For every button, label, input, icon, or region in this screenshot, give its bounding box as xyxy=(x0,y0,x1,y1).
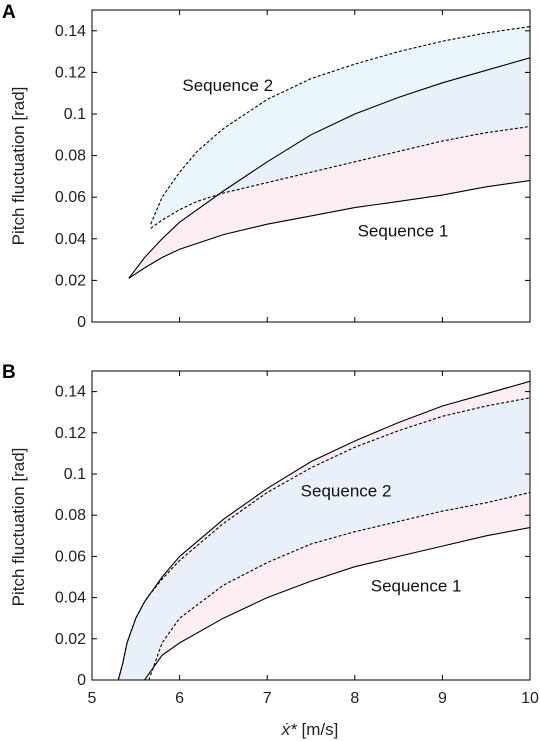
y-tick-label: 0.06 xyxy=(55,189,86,206)
annotations-b: Sequence 2 Sequence 1 xyxy=(301,482,462,596)
axis-ticks-b: 0 0.02 0.04 0.06 0.08 0.1 0.12 0.14 5 6 7 8 9 10 xyxy=(55,371,539,707)
y-tick-label: 0.14 xyxy=(55,384,86,401)
y-tick-label: 0.1 xyxy=(64,106,86,123)
series-annotation: Sequence 2 xyxy=(182,76,273,95)
x-tick-label: 10 xyxy=(521,690,539,707)
x-tick-label: 7 xyxy=(263,690,272,707)
x-tick-label: 5 xyxy=(88,690,97,707)
y-tick-label: 0.14 xyxy=(55,23,86,40)
y-tick-label: 0.12 xyxy=(55,64,86,81)
x-axis-symbol: ẋ* xyxy=(281,720,299,739)
x-axis-units: [m/s] xyxy=(297,720,339,739)
panel-a: A Pitch fluctuation [rad] 00.020.040.060… xyxy=(2,2,531,331)
upper-line-series-2 xyxy=(150,26,530,225)
y-tick-label: 0.02 xyxy=(55,272,86,289)
upper-line-series-1 xyxy=(128,57,530,279)
area-fills-a xyxy=(128,26,530,279)
series-annotation: Sequence 1 xyxy=(358,222,449,241)
y-tick-label: 0.1 xyxy=(64,466,86,483)
y-axis-label-b: Pitch fluctuation [rad] xyxy=(9,448,28,607)
y-tick-label: 0.04 xyxy=(55,590,86,607)
series-lines-a xyxy=(128,26,530,279)
y-tick-label: 0 xyxy=(77,314,86,331)
series-lines-b xyxy=(117,380,530,680)
x-axis-label: ẋ* [m/s] xyxy=(281,720,339,739)
upper-line-series-2 xyxy=(117,397,530,680)
lower-line-series-1 xyxy=(144,527,530,680)
panel-label-a: A xyxy=(2,2,16,23)
y-axis-label-a: Pitch fluctuation [rad] xyxy=(9,87,28,246)
band-fill-2 xyxy=(118,397,530,680)
y-tick-label: 0.12 xyxy=(55,425,86,442)
y-tick-label: 0.06 xyxy=(55,548,86,565)
series-annotation: Sequence 2 xyxy=(301,482,392,501)
y-tick-label: 0.08 xyxy=(55,507,86,524)
panel-label-b: B xyxy=(2,362,16,383)
y-tick-label: 0.08 xyxy=(55,148,86,165)
area-fills-b xyxy=(118,381,530,680)
x-tick-label: 8 xyxy=(350,690,359,707)
y-tick-label: 0 xyxy=(77,672,86,689)
lower-line-series-2 xyxy=(150,125,530,229)
y-tick-label: 0.02 xyxy=(55,631,86,648)
annotations-a: Sequence 2 Sequence 1 xyxy=(182,76,448,241)
band-fill-2 xyxy=(150,26,530,229)
y-tick-label: 0.04 xyxy=(55,231,86,248)
panel-b: B Pitch fluctuation [rad] 00.020.040.060… xyxy=(2,362,539,707)
plot-frame-a xyxy=(91,9,531,323)
lower-line-series-2 xyxy=(148,491,530,680)
axis-ticks-a: 0 0.02 0.04 0.06 0.08 0.1 0.12 0.14 xyxy=(55,10,531,331)
series-annotation: Sequence 1 xyxy=(371,576,462,595)
plot-frame-b xyxy=(91,370,531,681)
x-tick-label: 6 xyxy=(175,690,184,707)
x-tick-label: 9 xyxy=(438,690,447,707)
lower-line-series-1 xyxy=(128,180,530,279)
